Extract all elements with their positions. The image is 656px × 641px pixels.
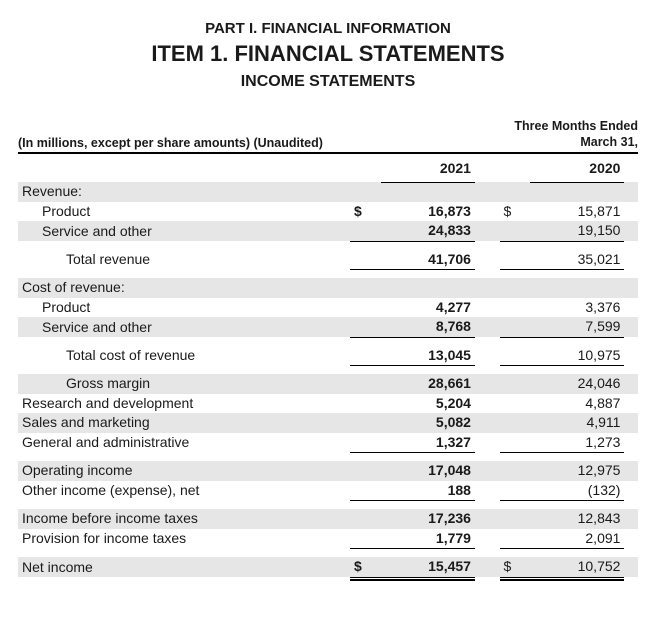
statement-title: INCOME STATEMENTS bbox=[18, 73, 638, 91]
row-net-income: Net income $ 15,457 $ 10,752 bbox=[18, 557, 638, 577]
row-sm: Sales and marketing 5,082 4,911 bbox=[18, 413, 638, 433]
row-tax: Provision for income taxes 1,779 2,091 bbox=[18, 529, 638, 549]
row-total-cor: Total cost of revenue 13,045 10,975 bbox=[18, 346, 638, 366]
period-line2: March 31, bbox=[514, 135, 638, 151]
row-other-income: Other income (expense), net 188 (132) bbox=[18, 481, 638, 501]
row-product: Product $ 16,873 $ 15,871 bbox=[18, 202, 638, 222]
income-statement-table: 2021 2020 Revenue: Product $ 16,873 $ 15… bbox=[18, 152, 638, 578]
row-gross-margin: Gross margin 28,661 24,046 bbox=[18, 374, 638, 394]
col-year1: 2021 bbox=[381, 154, 475, 182]
row-cor-product: Product 4,277 3,376 bbox=[18, 298, 638, 318]
col-year2: 2020 bbox=[530, 154, 624, 182]
row-pretax: Income before income taxes 17,236 12,843 bbox=[18, 509, 638, 529]
period-line1: Three Months Ended bbox=[514, 119, 638, 135]
row-cor-header: Cost of revenue: bbox=[18, 278, 638, 298]
row-revenue-header: Revenue: bbox=[18, 182, 638, 202]
meta-row: (In millions, except per share amounts) … bbox=[18, 119, 638, 150]
row-op-income: Operating income 17,048 12,975 bbox=[18, 461, 638, 481]
item-title: ITEM 1. FINANCIAL STATEMENTS bbox=[18, 41, 638, 67]
row-cor-service: Service and other 8,768 7,599 bbox=[18, 317, 638, 337]
year-header-row: 2021 2020 bbox=[18, 154, 638, 182]
period-heading: Three Months Ended March 31, bbox=[514, 119, 638, 150]
row-rnd: Research and development 5,204 4,887 bbox=[18, 394, 638, 414]
row-service: Service and other 24,833 19,150 bbox=[18, 221, 638, 241]
row-ga: General and administrative 1,327 1,273 bbox=[18, 433, 638, 453]
part-title: PART I. FINANCIAL INFORMATION bbox=[18, 20, 638, 37]
row-total-revenue: Total revenue 41,706 35,021 bbox=[18, 250, 638, 270]
units-note: (In millions, except per share amounts) … bbox=[18, 136, 323, 150]
